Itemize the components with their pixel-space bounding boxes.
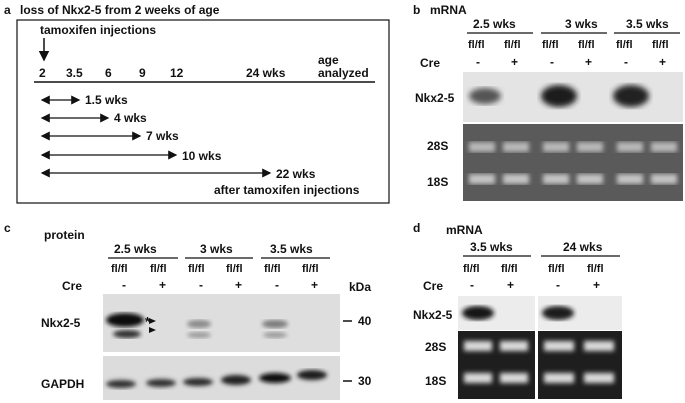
panel-b-group-2-5: 2.5 wks [473,17,516,31]
panel-c-genotype-6: fl/fl [302,263,319,275]
tick-label-6: 6 [105,66,112,80]
panel-c-group-3-5: 3.5 wks [270,242,313,256]
panel-c-cre-minus-1: - [122,278,126,292]
panel-b-nkx-blot [463,72,683,122]
panel-c-genotype-3: fl/fl [188,263,205,275]
panel-b-letter: b [413,3,421,17]
panel-c-nkx-western [103,294,340,352]
panel-b-cre-plus-1: + [511,55,519,69]
panel-d-genotype-2: fl/fl [501,263,518,275]
panel-b-genotype-1: fl/fl [468,39,485,51]
panel-c-letter: c [4,221,11,235]
panel-b-rrna-gel [463,124,683,201]
panel-b-cre-minus-1: - [476,55,480,69]
panel-c-genotype-2: fl/fl [150,263,167,275]
panel-b-genotype-3: fl/fl [542,39,559,51]
panel-a-frame [16,19,390,204]
panel-b-group-3-5: 3.5 wks [626,17,669,31]
panel-c-cre-plus-3: + [311,278,319,292]
panel-a-title: loss of Nkx2-5 from 2 weeks of age [20,3,220,17]
panel-b-cre-plus-3: + [659,55,667,69]
panel-d-group-3-5: 3.5 wks [470,240,513,254]
panel-d-rrna-gel-left [458,331,535,399]
panel-b-cre-minus-2: - [550,55,554,69]
tick-label-24: 24 wks [246,66,286,80]
panel-d-cre-plus-2: + [593,278,601,292]
panel-d-genotype-3: fl/fl [548,263,565,275]
panel-d-genotype-4: fl/fl [587,263,604,275]
tick-label-12: 12 [170,66,184,80]
panel-c-group-2-5: 2.5 wks [114,242,157,256]
tick-label-2: 2 [39,66,46,80]
panel-d-row-nkx2-5: Nkx2-5 [413,308,453,322]
age-label: age [318,53,339,67]
panel-c-cre-label: Cre [62,279,83,293]
panel-d-cre-label: Cre [423,279,444,293]
panel-b-cre-label: Cre [420,56,441,70]
panel-c-gapdh-western [103,356,340,400]
panel-c-genotype-1: fl/fl [111,263,128,275]
panel-b-row-28s: 28S [427,139,449,153]
panel-c-cre-plus-2: + [235,278,243,292]
panel-b-cre-plus-2: + [585,55,593,69]
interval-label-7: 7 wks [146,129,179,143]
panel-c-cre-minus-2: - [199,278,203,292]
panel-d-cre-minus-2: - [556,278,560,292]
panel-b-header: mRNA [430,3,467,17]
panel-c-header: protein [44,228,85,242]
panel-d-cre-plus-1: + [507,278,515,292]
interval-label-4: 4 wks [114,111,147,125]
panel-b-group-3: 3 wks [565,17,598,31]
panel-d-rrna-gel-right [538,331,622,399]
panel-c-cre-minus-3: - [275,278,279,292]
tick-label-3-5: 3.5 [66,66,83,80]
tick-label-9: 9 [139,66,146,80]
interval-label-22: 22 wks [276,167,316,181]
panel-a-letter: a [4,3,11,17]
panel-c-cre-plus-1: + [159,278,167,292]
panel-d-group-24: 24 wks [563,240,603,254]
panel-c-star-marker: * [145,314,151,329]
panel-d-letter: d [413,221,421,235]
panel-c-row-gapdh: GAPDH [41,377,85,391]
panel-d-genotype-1: fl/fl [463,263,480,275]
panel-b-genotype-5: fl/fl [616,39,633,51]
panel-d-header: mRNA [446,223,483,237]
tamoxifen-injections-label: tamoxifen injections [40,23,157,37]
analyzed-label: analyzed [318,66,369,80]
interval-label-1-5: 1.5 wks [85,93,128,107]
panel-c-mw-30: 30 [358,374,372,388]
panel-d-row-28s: 28S [425,340,447,354]
panel-d-nkx-blot-left [458,296,535,330]
panel-b-genotype-6: fl/fl [652,39,669,51]
after-tamoxifen-label: after tamoxifen injections [214,183,360,197]
panel-b-genotype-2: fl/fl [504,39,521,51]
interval-label-10: 10 wks [182,149,222,163]
panel-c-kda-label: kDa [349,280,372,294]
panel-b-row-nkx2-5: Nkx2-5 [415,91,455,105]
panel-b-genotype-4: fl/fl [578,39,595,51]
panel-d-nkx-blot-right [538,296,622,330]
panel-c-group-3: 3 wks [200,242,233,256]
panel-b-cre-minus-3: - [624,55,628,69]
panel-b-row-18s: 18S [427,175,449,189]
panel-c-genotype-5: fl/fl [264,263,281,275]
panel-d-cre-minus-1: - [470,278,474,292]
panel-c-genotype-4: fl/fl [226,263,243,275]
panel-c-row-nkx2-5: Nkx2-5 [41,316,81,330]
panel-c-mw-40: 40 [358,314,372,328]
panel-d-row-18s: 18S [425,374,447,388]
